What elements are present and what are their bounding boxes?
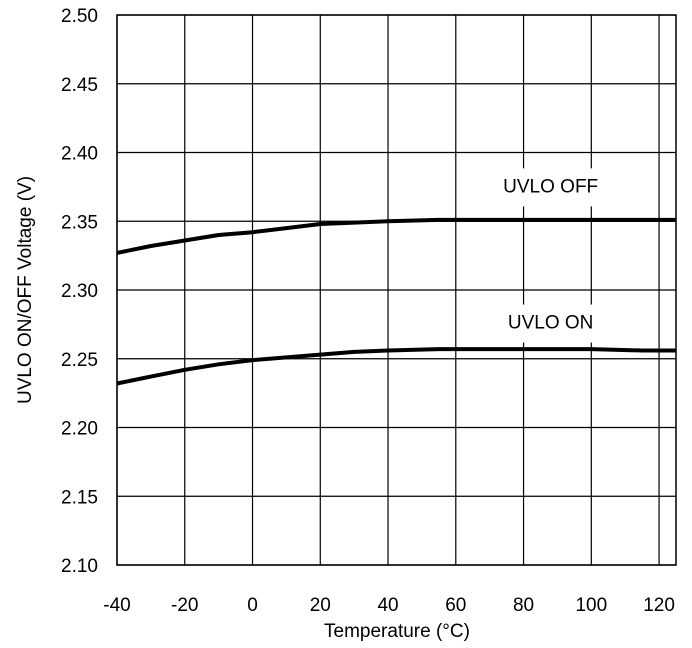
y-tick-labels: 2.10 2.15 2.20 2.25 2.30 2.35 2.40 2.45 2.50 — [61, 6, 98, 577]
y-tick-label: 2.15 — [61, 487, 98, 508]
series-line-uvlo-off — [116, 217, 676, 255]
y-tick-label: 2.35 — [61, 212, 98, 233]
x-axis-title: Temperature (°C) — [324, 621, 470, 642]
x-tick-label: 60 — [445, 595, 466, 616]
y-tick-label: 2.10 — [61, 556, 98, 577]
y-tick-label: 2.30 — [61, 281, 98, 302]
series-line-uvlo-on — [116, 347, 676, 386]
x-tick-label: 120 — [643, 595, 675, 616]
x-tick-label: 0 — [247, 595, 258, 616]
series-layer — [116, 217, 676, 386]
series-label-background — [484, 168, 623, 207]
x-tick-label: -40 — [103, 595, 130, 616]
x-tick-label: 80 — [513, 595, 534, 616]
x-tick-labels: -40 -20 0 20 40 60 80 100 120 — [103, 595, 675, 616]
y-tick-label: 2.45 — [61, 75, 98, 96]
y-axis-title: UVLO ON/OFF Voltage (V) — [15, 176, 36, 404]
y-tick-label: 2.50 — [61, 6, 98, 27]
x-tick-label: 40 — [377, 595, 398, 616]
y-tick-label: 2.25 — [61, 350, 98, 371]
x-tick-label: -20 — [171, 595, 198, 616]
x-tick-label: 100 — [575, 595, 607, 616]
series-label-background — [484, 304, 623, 343]
series-label-uvlo-on: UVLO ON — [508, 313, 594, 334]
series-label-uvlo-off: UVLO OFF — [503, 176, 598, 197]
series-labels: UVLO OFF UVLO ON — [484, 168, 623, 343]
plot-frame — [116, 14, 677, 566]
x-tick-label: 20 — [310, 595, 331, 616]
y-tick-label: 2.40 — [61, 144, 98, 165]
y-tick-label: 2.20 — [61, 419, 98, 440]
